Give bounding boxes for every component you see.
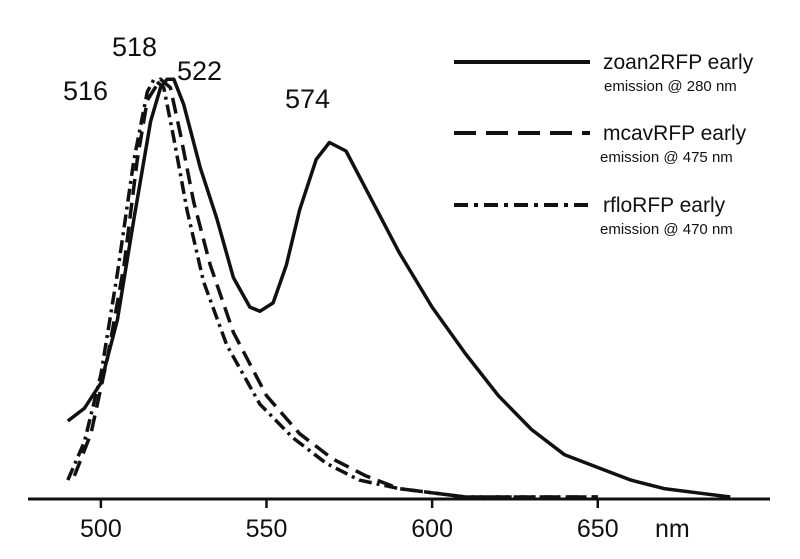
peak-label: 574 <box>285 84 330 114</box>
legend-entry-subtitle: emission @ 280 nm <box>604 78 737 95</box>
series-curves <box>66 77 731 499</box>
x-tick-label: 600 <box>411 515 453 543</box>
legend: zoan2RFP early emission @ 280 nm mcavRFP e… <box>454 51 754 238</box>
x-tick-label: 550 <box>246 515 288 543</box>
x-axis-unit-label: nm <box>655 515 690 543</box>
legend-entry-subtitle: emission @ 470 nm <box>600 221 733 238</box>
series-line-2 <box>72 77 598 499</box>
legend-entry-subtitle: emission @ 475 nm <box>600 149 733 166</box>
peak-label: 522 <box>177 56 222 86</box>
x-tick-label: 650 <box>577 515 619 543</box>
series-line-3 <box>66 77 598 499</box>
legend-entry-name: rfloRFP early <box>603 194 726 217</box>
series-line-1 <box>66 77 731 499</box>
peak-label: 516 <box>63 76 108 106</box>
peak-label: 518 <box>112 32 157 62</box>
legend-entry-name: zoan2RFP early <box>603 51 754 74</box>
x-tick-label: 500 <box>80 515 122 543</box>
x-axis-ticks: 500 550 600 650 <box>80 499 619 543</box>
legend-entry-name: mcavRFP early <box>603 122 747 145</box>
